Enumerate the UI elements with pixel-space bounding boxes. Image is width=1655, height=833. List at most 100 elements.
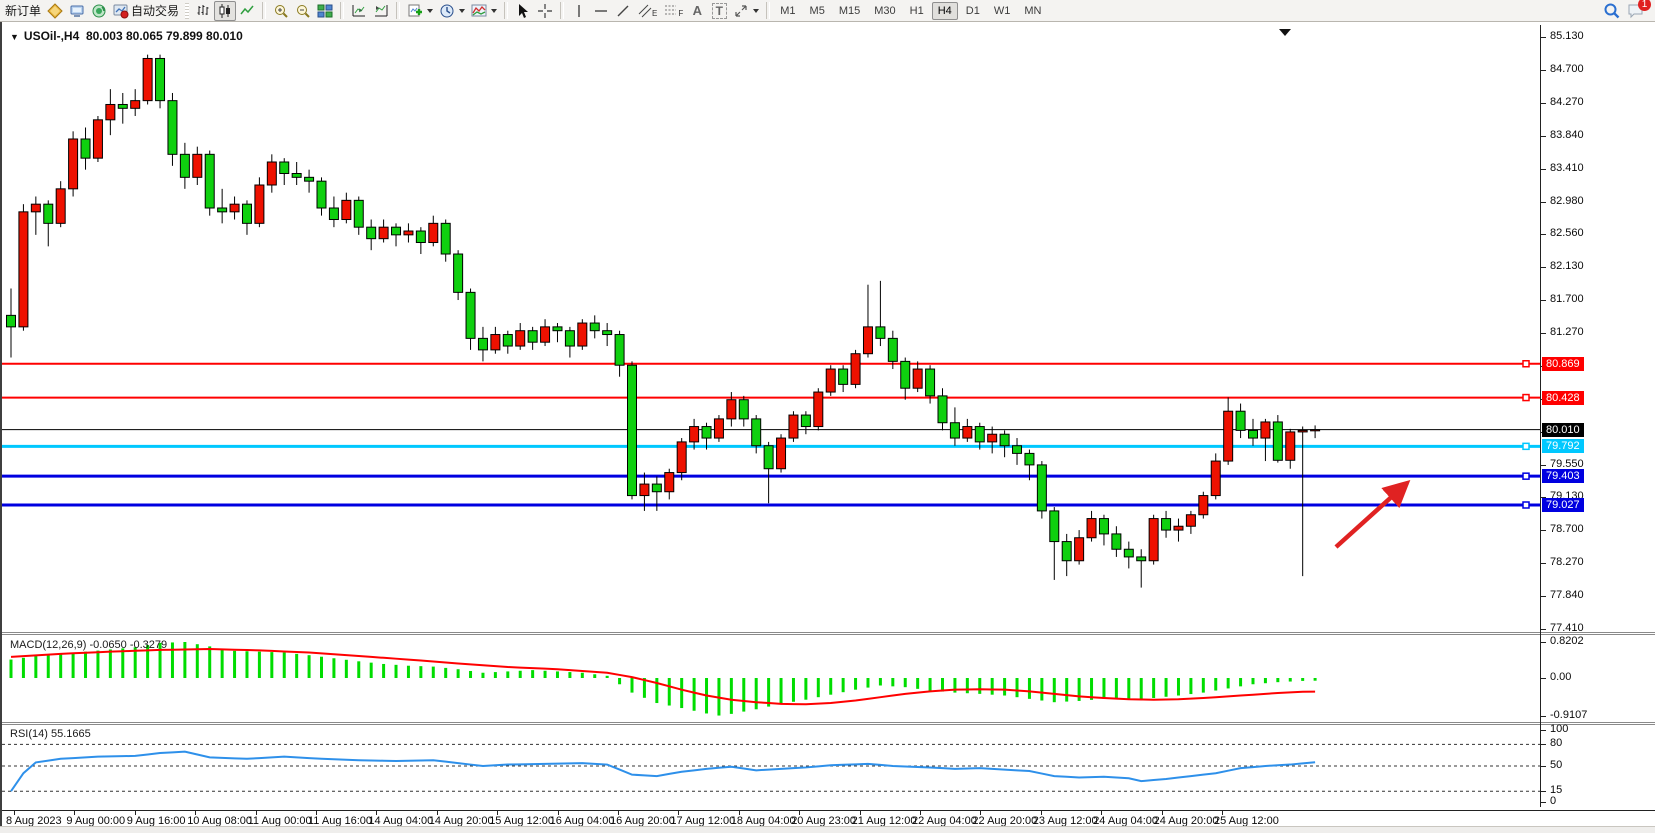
metaeditor-button[interactable]: [66, 1, 88, 21]
rsi-tick-label: 15: [1550, 784, 1563, 797]
candle-body: [726, 399, 737, 420]
timeframe-m5-button[interactable]: M5: [809, 4, 825, 17]
time-axis-label: 9 Aug 00:00: [66, 815, 126, 827]
shapes-button[interactable]: [730, 1, 762, 21]
metaquotes-button[interactable]: [44, 1, 66, 21]
signals-button[interactable]: [88, 1, 110, 21]
axis-tick: [1541, 497, 1546, 499]
chart-shift-marker-icon[interactable]: [1279, 29, 1291, 36]
candle-body: [43, 203, 54, 224]
channel-button[interactable]: E: [634, 1, 660, 21]
cursor-button[interactable]: [512, 1, 534, 21]
candle-body: [1185, 514, 1196, 527]
indicators-button[interactable]: [468, 1, 500, 21]
text-label-button[interactable]: T: [708, 1, 730, 21]
candle-body: [962, 426, 973, 439]
axis-tick: [1541, 234, 1546, 236]
profiles-clock-button[interactable]: [436, 1, 468, 21]
candle-body: [564, 330, 575, 347]
price-line-label-79.027[interactable]: 79.027: [1542, 498, 1584, 512]
candle-body: [1210, 460, 1221, 497]
line-handle[interactable]: [1522, 501, 1530, 509]
tile-windows-button[interactable]: [314, 1, 336, 21]
time-tick: [376, 811, 378, 815]
autotrading-button[interactable]: 自动交易: [110, 1, 182, 21]
zoom-in-button[interactable]: [270, 1, 292, 21]
horizontal-line-button[interactable]: [590, 1, 612, 21]
line-chart-button[interactable]: [236, 1, 258, 21]
fibonacci-button[interactable]: F: [660, 1, 686, 21]
candle-body: [776, 437, 787, 470]
candle-body: [217, 207, 228, 213]
price-line-label-79.792[interactable]: 79.792: [1542, 439, 1584, 454]
time-axis-label: 16 Aug 04:00: [549, 815, 615, 827]
timeframe-h4-button[interactable]: H4: [931, 1, 958, 20]
price-tick-label: 83.410: [1550, 161, 1584, 174]
timeframe-group: M1 M5 M15 M30 H1 H4 D1 W1 MN: [774, 1, 1047, 20]
candle-body: [378, 226, 389, 240]
timeframe-h1-button[interactable]: H1: [909, 4, 924, 17]
candle-body: [1297, 429, 1308, 433]
macd-signal-line: [10, 648, 1316, 706]
price-line-label-79.403[interactable]: 79.403: [1542, 469, 1584, 484]
candle-body: [515, 330, 526, 347]
time-axis-label: 24 Aug 04:00: [1093, 815, 1159, 827]
notifications-button[interactable]: 1: [1627, 0, 1651, 19]
zoom-in-icon: [273, 3, 289, 19]
candlestick-chart-button[interactable]: [214, 0, 237, 21]
toolbar-separator: [262, 2, 267, 19]
metaquotes-icon: [47, 2, 63, 19]
main-chart-pane[interactable]: [2, 25, 1540, 632]
price-tick-label: 81.700: [1550, 293, 1584, 306]
chart-shift-button[interactable]: [370, 1, 392, 21]
vertical-line-button[interactable]: [568, 1, 590, 21]
timeframe-mn-button[interactable]: MN: [1024, 4, 1042, 17]
price-line-label-80.010[interactable]: 80.010: [1542, 422, 1584, 437]
candle-body: [701, 426, 712, 439]
search-icon[interactable]: [1603, 2, 1621, 20]
axis-tick: [1541, 464, 1546, 466]
collapse-triangle-icon[interactable]: ▼: [10, 32, 19, 42]
macd-label: MACD(12,26,9) -0.0650 -0.3279: [10, 639, 168, 651]
candle-body: [825, 368, 836, 393]
timeframe-m30-button[interactable]: M30: [874, 4, 896, 17]
candle-body: [477, 337, 488, 351]
auto-scroll-button[interactable]: [348, 1, 370, 21]
timeframe-m15-button[interactable]: M15: [838, 4, 861, 17]
timeframe-w1-button[interactable]: W1: [993, 4, 1011, 17]
new-chart-button[interactable]: [404, 1, 436, 21]
text-button[interactable]: A: [686, 1, 708, 21]
candle-body: [937, 395, 948, 424]
bar-chart-button[interactable]: [192, 1, 214, 21]
text-label-icon: T: [711, 2, 727, 19]
time-axis[interactable]: 8 Aug 2023 9 Aug 00:00 9 Aug 16:00 10 Aug 0…: [2, 810, 1655, 829]
pane-separator[interactable]: [2, 632, 1655, 635]
price-line-label-80.869[interactable]: 80.869: [1542, 356, 1584, 371]
line-handle[interactable]: [1522, 360, 1530, 368]
zoom-out-button[interactable]: [292, 1, 314, 21]
candle-body: [1098, 518, 1109, 535]
candle-body: [130, 100, 141, 109]
line-handle[interactable]: [1522, 393, 1530, 402]
price-tick-label: 84.700: [1550, 62, 1584, 75]
rsi-pane[interactable]: [2, 725, 1540, 807]
candle-body: [490, 334, 501, 351]
axis-tick: [1541, 802, 1546, 803]
axis-tick: [1541, 69, 1546, 71]
macd-pane[interactable]: [2, 635, 1540, 722]
time-axis-label: 18 Aug 04:00: [730, 815, 796, 827]
axis-tick: [1541, 629, 1546, 630]
timeframe-d1-button[interactable]: D1: [965, 4, 980, 17]
line-handle[interactable]: [1522, 442, 1530, 451]
candle-body: [440, 222, 451, 255]
new-order-button[interactable]: 新订单: [2, 1, 44, 21]
pane-separator[interactable]: [2, 722, 1655, 725]
crosshair-button[interactable]: [534, 1, 556, 21]
price-line-label-80.428[interactable]: 80.428: [1542, 390, 1584, 405]
annotation-arrow[interactable]: [1334, 479, 1411, 549]
axis-tick: [1541, 596, 1546, 598]
trendline-button[interactable]: [612, 1, 634, 21]
timeframe-m1-button[interactable]: M1: [780, 4, 796, 17]
candle-body: [751, 418, 762, 447]
line-handle[interactable]: [1522, 472, 1530, 480]
